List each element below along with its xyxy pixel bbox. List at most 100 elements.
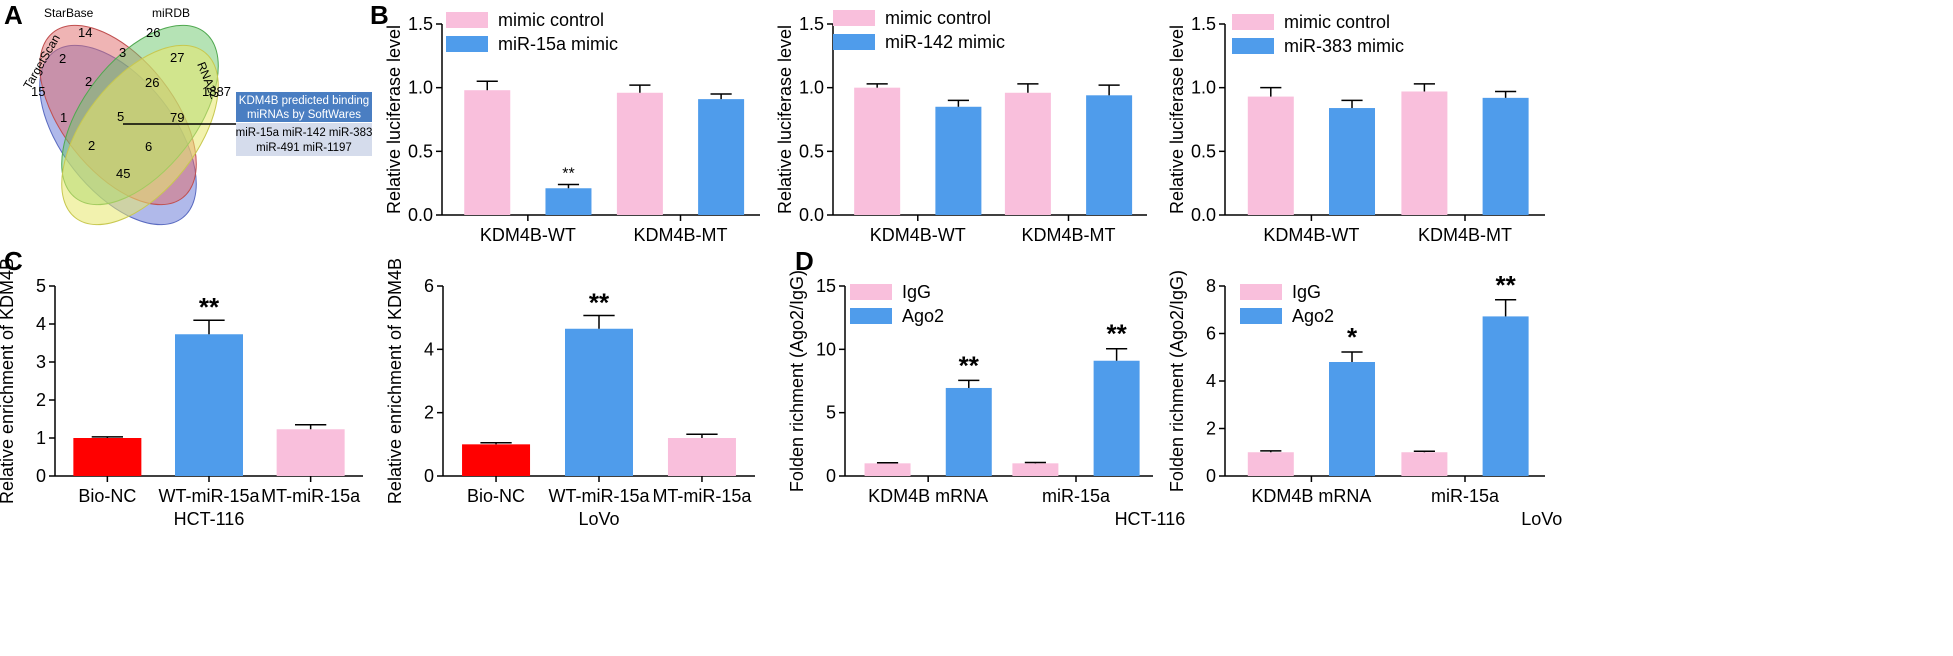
bar-wt-mir-15a [175,334,243,476]
y-tick-label: 5 [36,276,46,296]
significance-marker: ** [1106,319,1127,349]
venn-note-header [236,92,372,122]
significance-marker: ** [1495,270,1516,300]
y-axis-label: Relative enrichment of KDM4B [0,258,17,504]
panel-letter-a: A [4,0,23,30]
panel-letter-c: C [4,246,23,276]
x-axis-label: HCT-116 [174,509,245,529]
y-axis-label: Relative luciferase level [384,25,404,214]
bar-ago2 [1329,362,1376,476]
bar-mimic-control [464,90,511,215]
y-tick-label: 0 [36,466,46,486]
category-label: KDM4B-MT [1418,225,1512,245]
y-tick-label: 1.0 [1191,78,1216,98]
venn-region-mi-only: 26 [146,25,160,40]
significance-marker: ** [562,165,574,182]
significance-marker: * [1347,322,1358,352]
legend-swatch [1232,14,1274,30]
y-tick-label: 2 [424,403,434,423]
legend-label: Ago2 [1292,306,1334,326]
y-tick-label: 10 [816,339,836,359]
category-label: Bio-NC [78,486,136,506]
category-label: WT-miR-15a [548,486,650,506]
y-axis-label: Relative luciferase level [775,25,795,214]
panel-letter-d: D [795,246,814,276]
y-axis-label: Relative enrichment of KDM4B [385,258,405,504]
legend-label: mimic control [498,10,604,30]
legend-label: miR-383 mimic [1284,36,1404,56]
venn-note-list-1: miR-15a miR-142 miR-383 [236,127,373,139]
panel-letter-b: B [370,0,389,30]
legend-swatch [1232,38,1274,54]
y-axis-label: Folden richment (Ago2/IgG) [1167,270,1187,492]
category-label: Bio-NC [467,486,525,506]
y-tick-label: 15 [816,276,836,296]
legend-swatch [850,308,892,324]
y-tick-label: 0 [826,466,836,486]
venn-region-ts-sb-mi: 2 [85,74,92,89]
bar-igg [1012,463,1059,476]
y-tick-label: 0 [424,466,434,486]
bar-mimic-control [1004,92,1051,215]
bar-igg [1247,452,1294,476]
x-axis-label: LoVo [578,509,619,529]
significance-marker: ** [589,287,610,317]
venn-set-rna22 [61,44,219,226]
legend-swatch [1240,308,1282,324]
y-axis-label: Relative luciferase level [1167,25,1187,214]
bar-mimic-control [1247,96,1294,215]
y-tick-label: 1.5 [799,14,824,34]
y-tick-label: 0.5 [1191,141,1216,161]
bar-ago2 [1482,316,1529,476]
bar-wt-mir-15a [565,328,633,476]
x-axis-label: HCT-116 [1115,509,1186,529]
y-tick-label: 1.5 [408,14,433,34]
category-label: miR-15a [1042,486,1111,506]
significance-marker: ** [199,292,220,322]
legend-label: IgG [1292,282,1321,302]
venn-region-sb-mi-rna: 26 [145,75,159,90]
y-tick-label: 2 [1206,419,1216,439]
venn-region-ts-mi: 1 [60,110,67,125]
venn-region-rna-only: 1887 [202,84,231,99]
category-label: miR-15a [1431,486,1500,506]
chart-c2-enrichment-lovo: 0 2 4 6 Relative enrichment of KDM4B Bio-NC WT… [385,258,755,529]
bar-ago2 [1093,360,1140,476]
legend-label: Ago2 [902,306,944,326]
venn-region-mi-rna: 27 [170,50,184,65]
legend-swatch [850,284,892,300]
category-label: MT-miR-15a [652,486,752,506]
y-tick-label: 1.0 [408,78,433,98]
legend-swatch [833,10,875,26]
venn-region-ts-mi-rna: 2 [88,138,95,153]
legend-swatch [446,12,488,28]
y-tick-label: 8 [1206,276,1216,296]
bar-mir-15a-mimic [545,188,592,215]
venn-region-sb-rna: 79 [170,110,184,125]
bar-mimic-control [854,87,901,215]
y-tick-label: 0 [1206,466,1216,486]
y-tick-label: 6 [424,276,434,296]
legend-label: IgG [902,282,931,302]
x-axis-label: LoVo [1521,509,1562,529]
legend-swatch [833,34,875,50]
y-tick-label: 1 [36,428,46,448]
legend-label: mimic control [885,8,991,28]
category-label: KDM4B mRNA [868,486,988,506]
legend-swatch [446,36,488,52]
y-tick-label: 5 [826,403,836,423]
y-tick-label: 4 [1206,371,1216,391]
y-tick-label: 2 [36,390,46,410]
category-label: KDM4B mRNA [1251,486,1371,506]
bar-bio-nc [462,444,531,476]
y-tick-label: 4 [36,314,46,334]
venn-region-ts-rna: 45 [116,166,130,181]
venn-region-all: 5 [117,109,124,124]
venn-label-mirdb: miRDB [152,6,190,20]
legend-label: miR-142 mimic [885,32,1005,52]
venn-note-title-2: miRNAs by SoftWares [247,109,361,121]
venn-label-starbase: StarBase [44,6,94,20]
y-tick-label: 1.0 [799,78,824,98]
